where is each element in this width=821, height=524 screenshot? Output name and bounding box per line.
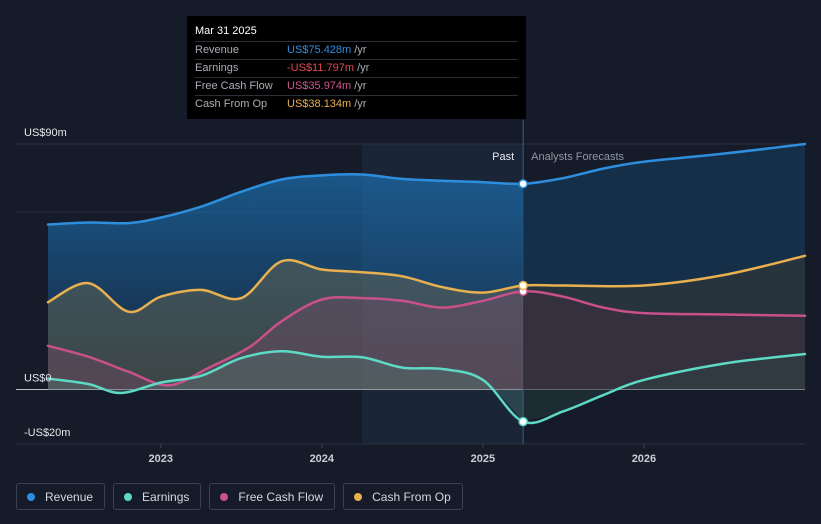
- legend: Revenue Earnings Free Cash Flow Cash Fro…: [16, 483, 463, 510]
- tooltip-date: Mar 31 2025: [195, 25, 257, 37]
- tooltip-row-earnings: Earnings -US$11.797m /yr: [195, 59, 518, 77]
- area-cash-from-op-past: [48, 260, 524, 390]
- tooltip-label: Earnings: [195, 62, 239, 74]
- x-tick-label: 2025: [471, 453, 495, 465]
- tooltip-value: US$38.134m: [287, 98, 352, 110]
- area-revenue-forecast: [523, 144, 805, 390]
- legend-dot-icon: [220, 492, 229, 501]
- tooltip-value: US$75.428m: [287, 44, 352, 56]
- legend-dot-icon: [27, 492, 35, 501]
- series-line-cash-from-op: [46, 254, 807, 314]
- data-point-cash-from-op: [518, 280, 528, 291]
- tooltip-label: Cash From Op: [195, 98, 268, 110]
- data-point-earnings: [518, 416, 528, 427]
- series-line-earnings: [46, 350, 807, 425]
- tooltip-row-cash-from-op: Cash From Op US$38.134m /yr: [195, 95, 518, 113]
- legend-label: Cash From Op: [372, 489, 451, 504]
- tooltip-row-revenue: Revenue US$75.428m /yr: [195, 41, 518, 59]
- area-revenue-past: [48, 174, 524, 390]
- tooltip-row-free-cash-flow: Free Cash Flow US$35.974m /yr: [195, 77, 518, 95]
- tooltip-unit: /yr: [357, 62, 370, 74]
- series-line-free-cash-flow: [46, 289, 807, 387]
- tooltip-unit: /yr: [354, 44, 367, 56]
- legend-item-cash-from-op[interactable]: Cash From Op: [343, 483, 463, 510]
- area-free-cash-flow-past: [48, 291, 524, 390]
- area-cash-from-op-forecast: [523, 255, 805, 390]
- forecast-label: Analysts Forecasts: [531, 151, 624, 163]
- area-earnings-forecast: [523, 354, 805, 422]
- series-line-revenue: [46, 142, 807, 226]
- past-label: Past: [492, 151, 514, 163]
- x-tick-label: 2023: [149, 453, 173, 465]
- tooltip-unit: /yr: [354, 80, 367, 92]
- tooltip-label: Revenue: [195, 44, 240, 56]
- legend-label: Revenue: [45, 489, 94, 504]
- tooltip-unit: /yr: [354, 98, 367, 110]
- legend-label: Earnings: [142, 489, 190, 504]
- y-tick-label: US$90m: [24, 127, 67, 139]
- tooltip-label: Free Cash Flow: [195, 80, 273, 92]
- tooltip: Mar 31 2025 Revenue US$75.428m /yr Earni…: [187, 16, 526, 119]
- x-tick-label: 2024: [310, 453, 335, 465]
- x-tick-label: 2026: [632, 453, 656, 465]
- tooltip-value: -US$11.797m: [287, 62, 355, 74]
- y-tick-label: US$0: [24, 372, 52, 384]
- data-point-revenue: [518, 179, 528, 189]
- legend-dot-icon: [124, 492, 133, 501]
- legend-item-earnings[interactable]: Earnings: [113, 483, 202, 510]
- legend-item-revenue[interactable]: Revenue: [16, 483, 106, 510]
- y-tick-label: -US$20m: [24, 427, 70, 439]
- legend-item-free-cash-flow[interactable]: Free Cash Flow: [209, 483, 336, 510]
- legend-dot-icon: [354, 492, 363, 501]
- legend-label: Free Cash Flow: [238, 489, 324, 504]
- tooltip-value: US$35.974m: [287, 80, 352, 92]
